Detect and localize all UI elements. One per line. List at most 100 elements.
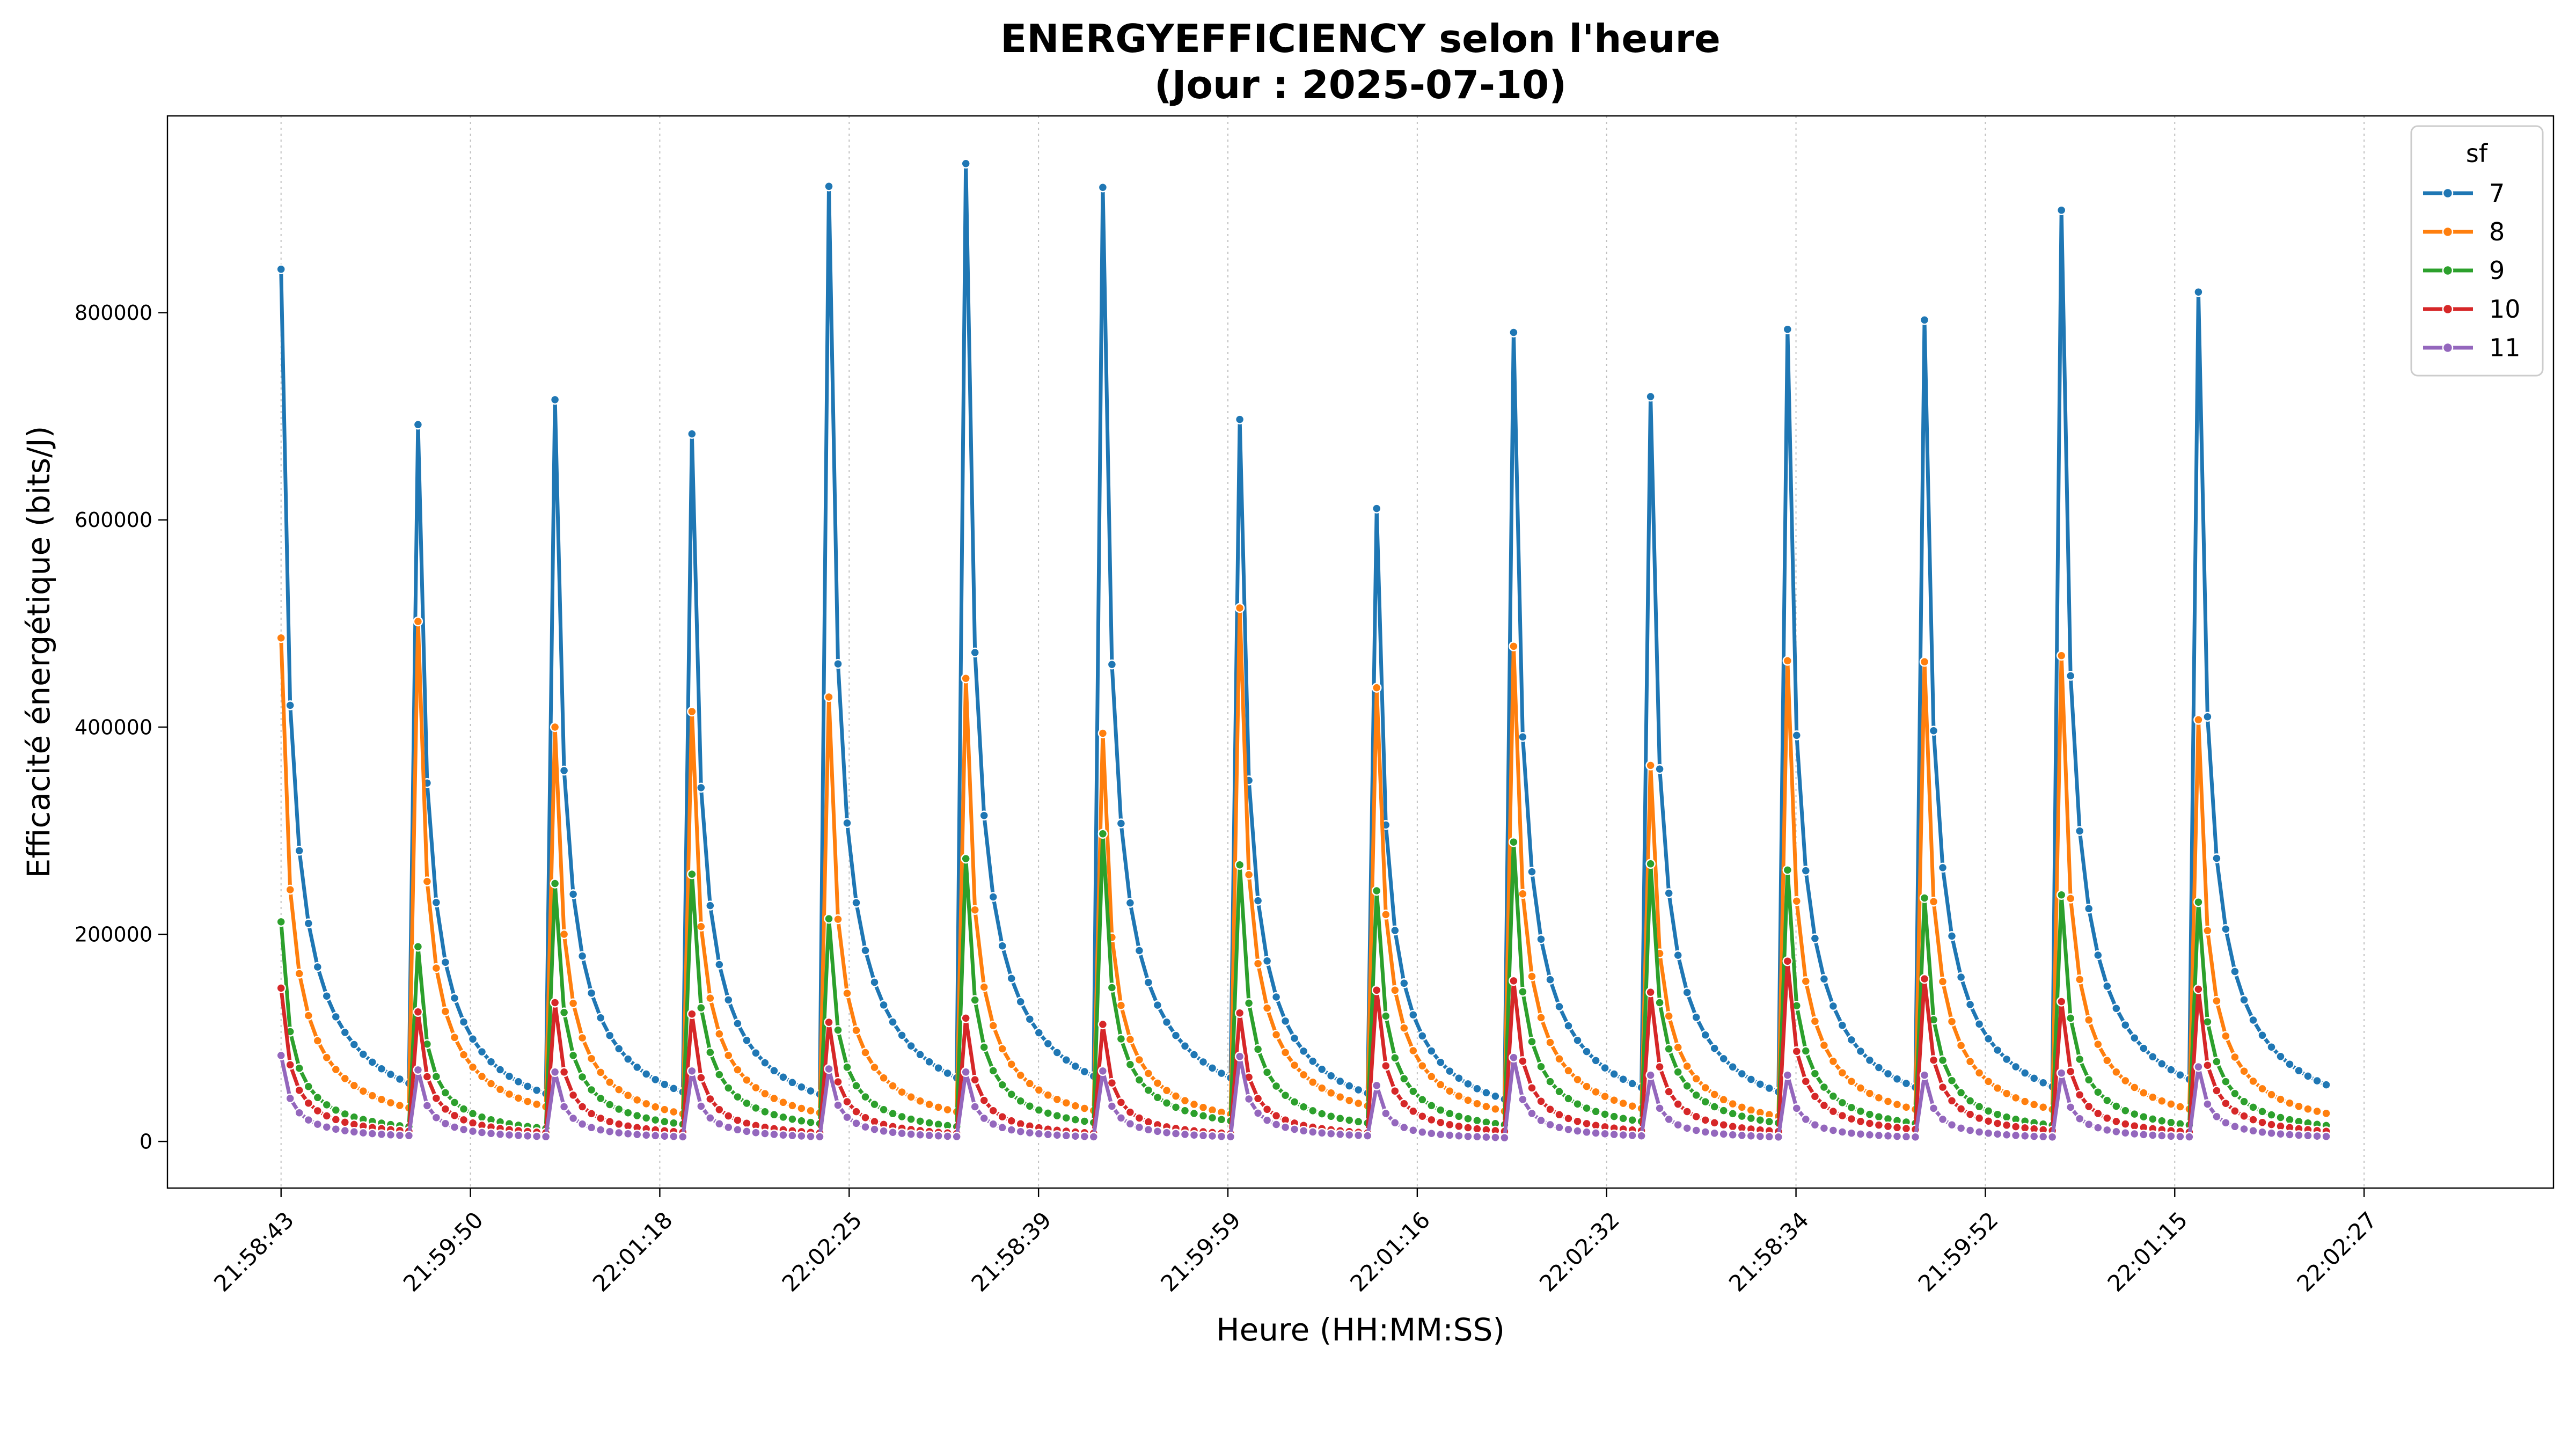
data-point bbox=[961, 853, 971, 864]
data-point bbox=[1490, 1091, 1501, 1102]
data-point bbox=[1645, 859, 1656, 869]
data-point bbox=[586, 1109, 597, 1119]
data-point bbox=[906, 1040, 916, 1051]
data-point bbox=[1536, 1061, 1546, 1072]
data-point bbox=[568, 889, 579, 899]
data-point bbox=[312, 1036, 323, 1046]
data-point bbox=[1746, 1131, 1757, 1141]
data-point bbox=[285, 1093, 295, 1104]
data-point bbox=[1746, 1113, 1757, 1124]
data-point bbox=[970, 1075, 980, 1085]
data-point bbox=[294, 846, 304, 856]
data-point bbox=[1600, 1091, 1610, 1102]
data-point bbox=[687, 1009, 697, 1019]
data-point bbox=[641, 1130, 652, 1140]
data-point bbox=[1070, 1101, 1081, 1111]
data-point bbox=[1709, 1089, 1719, 1100]
data-point bbox=[358, 1086, 369, 1096]
data-point bbox=[413, 941, 423, 952]
data-point bbox=[513, 1130, 524, 1141]
data-point bbox=[1673, 950, 1683, 961]
data-point bbox=[2139, 1088, 2149, 1098]
data-point bbox=[733, 1091, 743, 1102]
data-point bbox=[888, 1017, 898, 1027]
data-point bbox=[321, 1122, 332, 1132]
data-point bbox=[1874, 1120, 1884, 1130]
data-point bbox=[1262, 1104, 1272, 1115]
data-point bbox=[1417, 1031, 1428, 1041]
data-point bbox=[312, 1119, 323, 1130]
data-point bbox=[824, 692, 834, 702]
data-point bbox=[1043, 1090, 1053, 1101]
data-point bbox=[2239, 1124, 2249, 1134]
data-point bbox=[2212, 853, 2222, 863]
data-point bbox=[1472, 1083, 1482, 1094]
data-point bbox=[733, 1115, 743, 1125]
data-point bbox=[559, 765, 569, 776]
data-point bbox=[1170, 1128, 1181, 1139]
data-point bbox=[577, 1072, 588, 1082]
data-point bbox=[1454, 1091, 1464, 1101]
data-point bbox=[879, 1073, 889, 1083]
data-point bbox=[1161, 1085, 1172, 1096]
data-point bbox=[1399, 1098, 1409, 1109]
data-point bbox=[2266, 1042, 2277, 1052]
data-point bbox=[997, 1044, 1007, 1054]
data-point bbox=[1664, 1011, 1674, 1021]
data-point bbox=[1454, 1131, 1464, 1141]
data-point bbox=[1737, 1130, 1747, 1141]
data-point bbox=[2083, 1101, 2094, 1112]
data-point bbox=[2010, 1093, 2021, 1103]
data-point bbox=[1554, 1110, 1564, 1120]
data-point bbox=[1910, 1132, 1921, 1142]
data-point bbox=[1755, 1131, 1766, 1141]
data-point bbox=[1161, 1127, 1172, 1138]
data-point bbox=[440, 1104, 451, 1115]
data-point bbox=[1737, 1068, 1747, 1079]
data-point bbox=[1527, 1083, 1537, 1093]
data-point bbox=[604, 1100, 615, 1110]
data-point bbox=[477, 1071, 487, 1082]
data-point bbox=[2019, 1096, 2030, 1106]
data-point bbox=[1107, 1101, 1117, 1111]
data-point bbox=[2074, 974, 2085, 985]
data-point bbox=[833, 1025, 843, 1035]
data-point bbox=[2202, 926, 2213, 936]
data-point bbox=[1125, 1119, 1136, 1129]
data-point bbox=[1481, 1132, 1491, 1142]
data-point bbox=[1445, 1066, 1455, 1076]
data-point bbox=[1992, 1045, 2003, 1056]
data-point bbox=[1344, 1115, 1355, 1125]
data-point bbox=[623, 1054, 633, 1064]
data-point bbox=[669, 1131, 679, 1142]
data-point bbox=[1600, 1062, 1610, 1073]
data-point bbox=[860, 1047, 870, 1058]
data-point bbox=[705, 993, 715, 1003]
data-point bbox=[1207, 1063, 1218, 1073]
data-point bbox=[1399, 1122, 1409, 1133]
data-point bbox=[1426, 1046, 1437, 1056]
data-point bbox=[1170, 1030, 1181, 1040]
data-point bbox=[2294, 1101, 2304, 1111]
data-point bbox=[550, 1067, 560, 1078]
data-point bbox=[1271, 992, 1282, 1002]
data-point bbox=[723, 1050, 734, 1061]
data-point bbox=[1216, 1068, 1227, 1079]
data-point bbox=[1819, 1082, 1829, 1093]
data-point bbox=[1253, 1044, 1263, 1054]
data-point bbox=[1645, 760, 1656, 771]
legend-marker-11 bbox=[2442, 342, 2454, 354]
data-point bbox=[961, 1067, 971, 1078]
data-point bbox=[632, 1095, 642, 1105]
data-point bbox=[1034, 1128, 1044, 1139]
data-point bbox=[1371, 1080, 1382, 1091]
data-point bbox=[477, 1112, 487, 1123]
data-point bbox=[1289, 1124, 1300, 1134]
data-point bbox=[513, 1076, 524, 1087]
data-point bbox=[632, 1110, 642, 1121]
data-point bbox=[888, 1127, 898, 1138]
data-point bbox=[2129, 1109, 2140, 1119]
data-point bbox=[2248, 1102, 2258, 1112]
data-point bbox=[1691, 1074, 1701, 1084]
